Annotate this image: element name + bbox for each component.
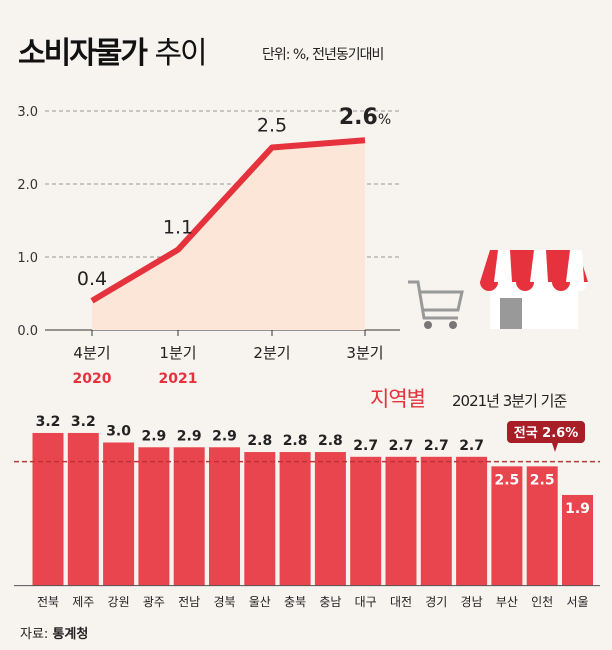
data-label: 2.5 [257,115,287,137]
region-chart-title: 지역별 [370,387,426,411]
store-door-icon [500,298,522,329]
data-label: 1.1 [163,217,193,239]
bar [562,494,593,586]
cart-wheel-icon [449,321,457,329]
bar-category-label: 경북 [213,595,235,609]
x-tick-label: 2분기 [253,344,290,362]
cart-wheel-icon [424,321,432,329]
line-area [92,140,365,330]
bar-value-label: 2.9 [212,428,237,444]
bar-category-label: 강원 [108,595,130,609]
bar [491,466,523,586]
bar-value-label: 2.8 [318,433,343,449]
bar-value-label: 2.9 [141,428,166,444]
bar-value-label: 2.7 [389,438,414,454]
bar [173,447,205,586]
year-label: 2021 [159,371,198,387]
bar-value-label: 2.5 [530,472,555,488]
bar [138,447,170,586]
bar-value-label: 3.2 [36,414,61,430]
awning-stripe [494,250,512,282]
bar [103,442,135,586]
year-label: 2020 [73,371,112,387]
bar-value-label: 2.7 [424,438,449,454]
data-label: 2.6% [339,105,391,130]
bar [244,452,276,586]
awning-scallop [552,282,570,291]
bar [350,456,382,586]
bar-value-label: 2.9 [177,428,202,444]
title-bold: 소비자물가 [18,36,148,71]
bar-category-label: 울산 [249,595,271,609]
y-tick-label: 0.0 [17,324,38,339]
awning-scallop [498,282,516,291]
bar-category-label: 부산 [496,595,518,609]
title-light: 추이 [154,36,207,71]
source-value: 통계청 [52,627,89,642]
bar-value-label: 2.7 [353,438,378,454]
unit-label: 단위: %, 전년동기대비 [262,47,384,63]
y-tick-label: 2.0 [17,178,38,193]
bar-category-label: 대전 [390,595,412,609]
line-series [90,137,366,304]
bar-value-label: 3.0 [106,424,131,440]
reference-badge [507,421,585,443]
bar [67,432,99,586]
bar [420,456,452,586]
bar-value-label: 2.7 [459,438,484,454]
region-chart-subtitle: 2021년 3분기 기준 [452,392,567,410]
awning-scallop [516,282,534,291]
bar-value-label: 1.9 [565,501,590,517]
bar-category-label: 제주 [72,595,94,609]
y-tick-label: 1.0 [17,251,38,266]
bar-category-label: 대구 [355,595,377,609]
bar-category-label: 전남 [178,595,200,609]
bar-category-label: 광주 [143,595,165,609]
x-tick-label: 3분기 [346,344,383,362]
bar-value-label: 2.8 [283,433,308,449]
bar-category-label: 서울 [566,595,588,609]
bar [209,447,240,586]
awning-stripe [566,250,584,282]
source: 자료: 통계청 [20,623,88,642]
reference-label: 전국 2.6% [514,425,579,441]
bar [32,432,64,586]
bar-category-label: 경남 [461,595,483,609]
bar [456,456,488,586]
awning-scallop [570,282,588,291]
bar-category-label: 경기 [425,595,447,609]
bar [526,466,558,586]
bar [279,452,311,586]
bar-value-label: 3.2 [71,414,96,430]
bar-category-label: 인천 [531,594,553,609]
y-tick-label: 3.0 [17,105,38,120]
bar-value-label: 2.8 [247,433,272,449]
x-tick-label: 4분기 [73,344,110,362]
awning-scallop [534,282,552,291]
bar-category-label: 전북 [37,595,59,609]
data-label: 0.4 [77,268,107,290]
bar [314,452,346,586]
x-tick-label: 1분기 [159,344,196,362]
bar-value-label: 2.5 [494,472,519,488]
awning-scallop [480,282,498,291]
bar [385,456,417,586]
bar-category-label: 충북 [284,595,306,609]
bar-category-label: 충남 [319,595,341,609]
reference-badge-pointer [552,443,558,452]
source-label: 자료: [20,627,49,642]
percent-suffix: % [378,112,391,128]
shopping-cart-icon [408,280,464,320]
page-title: 소비자물가 추이 [18,28,208,72]
awning-stripe [530,250,548,282]
